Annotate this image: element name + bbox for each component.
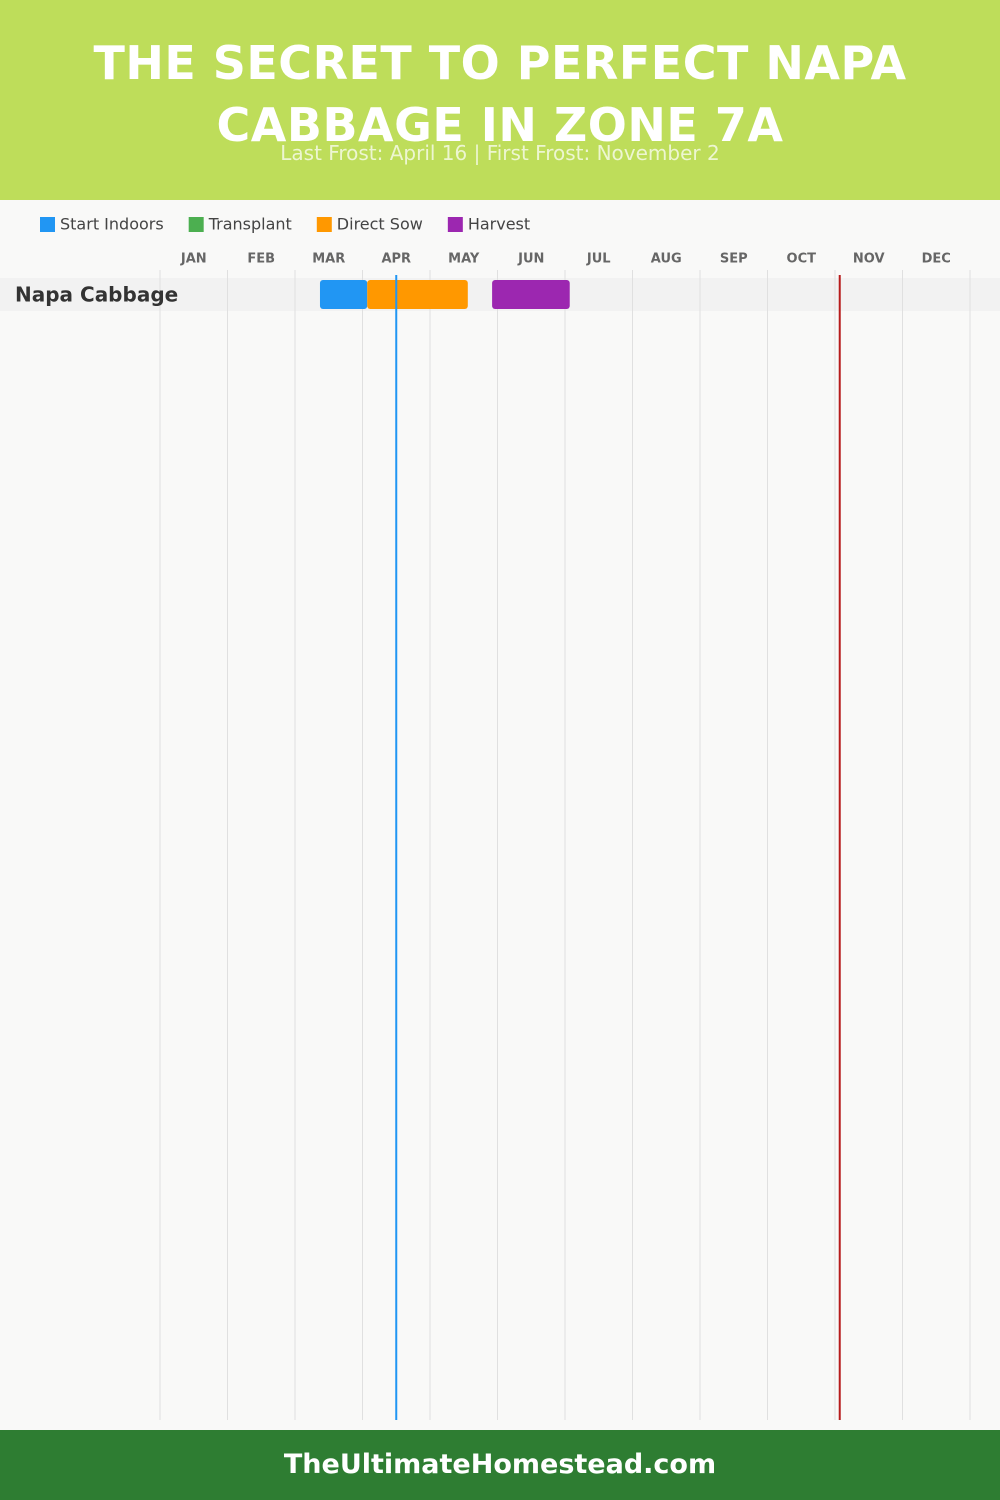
- legend-swatch: [188, 217, 204, 232]
- bar: [367, 280, 468, 309]
- legend-label: Harvest: [468, 215, 530, 234]
- header: THE SECRET TO PERFECT NAPA CABBAGE IN ZO…: [0, 0, 1000, 200]
- x-tick-label: SEP: [720, 252, 748, 267]
- x-tick-label: JUN: [517, 252, 544, 267]
- x-tick-label: MAR: [312, 252, 345, 267]
- legend-label: Transplant: [208, 215, 292, 234]
- x-tick-label: MAY: [448, 252, 480, 267]
- x-tick-label: APR: [381, 252, 411, 267]
- legend-swatch: [447, 217, 463, 232]
- chart: JAN FEB MAR APR MAY JUN JUL AUG SEP OCT NOV DEC Star…: [0, 215, 1000, 1420]
- x-tick-label: AUG: [651, 252, 682, 267]
- footer: TheUltimateHomestead.com: [0, 1430, 1000, 1500]
- bar: [319, 280, 368, 309]
- x-tick-label: FEB: [247, 252, 275, 267]
- x-tick-label: JAN: [180, 252, 207, 267]
- chart-title: THE SECRET TO PERFECT NAPA CABBAGE IN ZO…: [93, 36, 907, 152]
- legend-label: Direct Sow: [337, 215, 423, 234]
- x-tick-label: OCT: [787, 252, 817, 267]
- legend-swatch: [40, 217, 55, 232]
- legend-swatch: [316, 217, 332, 232]
- legend-label: Start Indoors: [60, 215, 164, 234]
- x-tick-label: JUL: [586, 252, 611, 267]
- x-tick-label: DEC: [922, 252, 951, 267]
- bar: [492, 280, 570, 309]
- chart-subtitle: Last Frost: April 16 | First Frost: Nove…: [280, 141, 720, 165]
- x-tick-label: NOV: [853, 252, 885, 267]
- row-label: Napa Cabbage: [15, 283, 178, 307]
